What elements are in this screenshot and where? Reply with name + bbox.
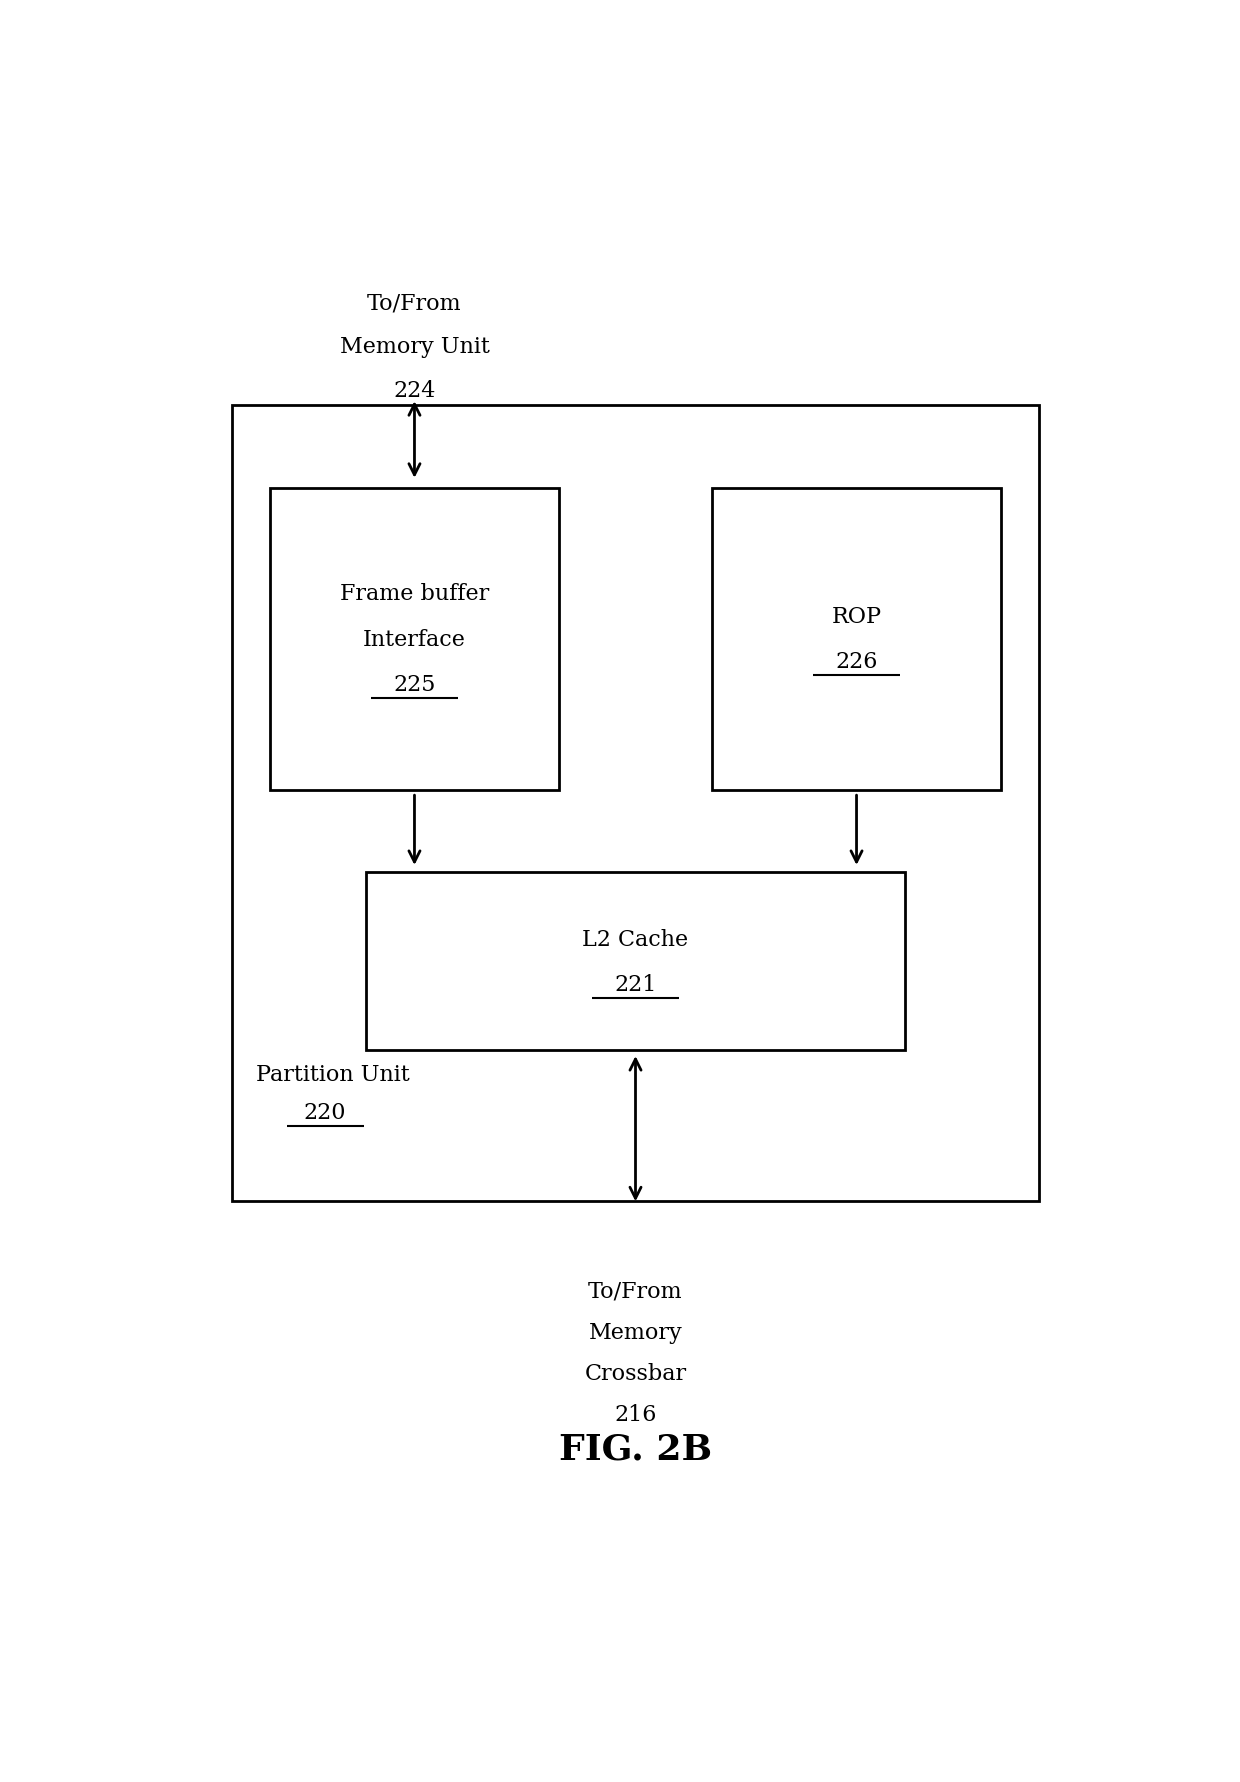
Bar: [712, 488, 1001, 789]
Text: ROP: ROP: [832, 606, 882, 627]
Bar: [270, 488, 558, 789]
Bar: [367, 873, 905, 1051]
Text: L2 Cache: L2 Cache: [583, 928, 688, 950]
Text: Frame buffer: Frame buffer: [340, 583, 489, 604]
Text: 220: 220: [304, 1101, 346, 1124]
Text: Crossbar: Crossbar: [584, 1361, 687, 1385]
Text: Interface: Interface: [363, 629, 466, 650]
Text: 226: 226: [836, 650, 878, 674]
Text: 216: 216: [614, 1404, 657, 1426]
Text: 224: 224: [393, 380, 435, 401]
Text: To/From: To/From: [367, 292, 461, 314]
Text: 225: 225: [393, 674, 435, 695]
Text: Partition Unit: Partition Unit: [255, 1064, 409, 1085]
Text: Memory: Memory: [589, 1320, 682, 1344]
Text: FIG. 2B: FIG. 2B: [559, 1431, 712, 1467]
Bar: [232, 406, 1039, 1201]
Text: Memory Unit: Memory Unit: [340, 337, 490, 358]
Text: 221: 221: [614, 973, 657, 996]
Text: To/From: To/From: [588, 1279, 683, 1303]
